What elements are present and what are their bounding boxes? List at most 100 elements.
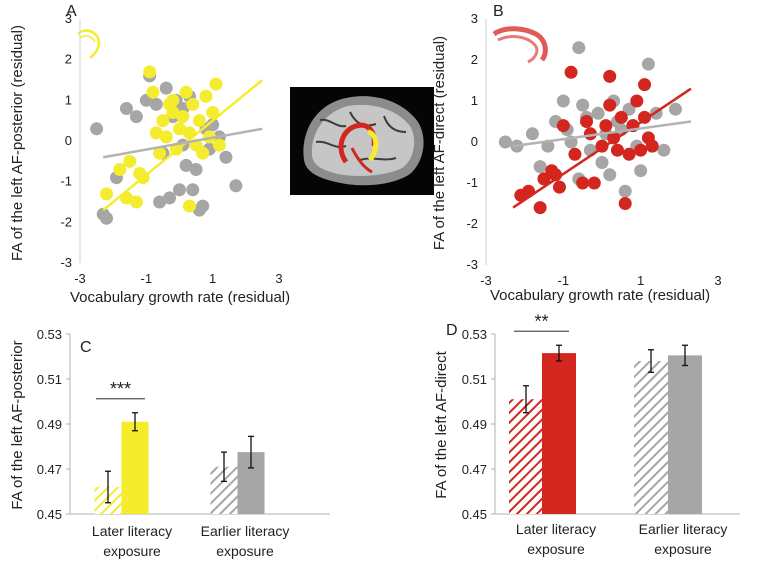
later-data-point (568, 147, 582, 161)
later-data-point (552, 180, 566, 194)
y-tick-label: 0.51 (37, 372, 62, 387)
category-label: Later literacy (92, 523, 172, 539)
earlier-data-point (556, 94, 570, 108)
significance-stars: *** (110, 379, 131, 399)
af-posterior-tract-icon (77, 29, 101, 59)
later-data-point (603, 98, 617, 112)
later-data-point (614, 110, 628, 124)
later-data-point (100, 187, 114, 201)
y-tick-label: -3 (466, 257, 478, 272)
earlier-data-point (498, 135, 512, 149)
earlier-data-point (219, 150, 233, 164)
earlier-data-point (153, 195, 167, 209)
earlier-data-point (90, 122, 104, 136)
later-data-point (622, 147, 636, 161)
later-data-point (587, 176, 601, 190)
later-data-point (634, 143, 648, 157)
earlier-data-point (591, 106, 605, 120)
later-data-point (580, 115, 594, 128)
later-data-point (149, 126, 163, 140)
y-tick-label: -2 (466, 216, 478, 231)
later-data-point (202, 130, 216, 144)
panel-a-scatter: A -3 -2 -1 0 1 2 3 -3 -1 1 3 Vocabulary growth rat… (9, 3, 290, 306)
later-data-point (182, 199, 196, 213)
brain-mri-sagittal-icon (303, 96, 424, 186)
earlier-data-point (119, 101, 133, 115)
x-tick-label: 3 (275, 271, 282, 286)
earlier-data-point (634, 164, 648, 178)
panel-b-scatter: B -3 -2 -1 0 1 2 3 -3 -1 1 3 Vocabulary growth rat… (431, 3, 722, 304)
earlier-data-point (595, 156, 609, 169)
later-data-point (146, 85, 160, 99)
earlier-data-point (641, 57, 655, 71)
y-tick-label: -2 (60, 214, 72, 229)
panel-label: D (446, 322, 458, 339)
panel-label: A (66, 3, 77, 20)
panel-label: C (80, 339, 92, 356)
later-data-point (123, 154, 137, 168)
x-tick-label: -1 (558, 273, 570, 288)
y-tick-label: 2 (65, 52, 72, 67)
earlier-data-point (186, 183, 200, 197)
y-tick-label: 3 (471, 11, 478, 26)
later-data-point (206, 106, 220, 120)
category-label: Later literacy (516, 521, 596, 537)
earlier-data-point (189, 162, 203, 176)
later-data-point (113, 162, 127, 176)
y-axis-title: FA of the left AF-posterior (residual) (9, 25, 26, 261)
earlier-data-point (149, 97, 163, 111)
solid-bar (542, 353, 576, 514)
y-tick-label: -1 (466, 175, 478, 190)
y-axis-title: FA of the left AF-direct (433, 350, 450, 498)
y-axis-title: FA of the left AF-posterior (9, 340, 26, 509)
panel-c-bar: C 0.45 0.47 0.49 0.51 0.53 *** Later literacy e… (9, 327, 330, 559)
later-data-point (179, 85, 193, 99)
y-tick-label: 0.45 (37, 507, 62, 522)
x-tick-label: -3 (74, 271, 86, 286)
earlier-data-point (159, 81, 173, 95)
category-label: Earlier literacy (639, 521, 728, 537)
x-axis-title: Vocabulary growth rate (residual) (490, 287, 710, 304)
y-tick-label: 0.53 (37, 327, 62, 342)
category-label: exposure (654, 541, 712, 557)
brain-mri-image (290, 87, 434, 195)
later-fit-line (102, 79, 264, 212)
solid-bar (668, 355, 702, 514)
y-tick-label: 0.47 (37, 462, 62, 477)
earlier-data-point (533, 160, 547, 174)
earlier-data-point (100, 211, 114, 225)
later-data-point (522, 184, 536, 198)
later-data-point (212, 138, 226, 152)
x-tick-label: 1 (209, 271, 216, 286)
y-tick-label: 0.47 (462, 462, 487, 477)
later-data-point (143, 65, 157, 79)
earlier-data-point (206, 118, 220, 132)
earlier-data-point (657, 143, 671, 157)
earlier-data-point (668, 102, 682, 116)
later-data-point (173, 122, 186, 136)
earlier-data-point (622, 102, 636, 116)
later-fit-line (512, 87, 692, 209)
later-data-point (159, 130, 173, 144)
y-tick-label: -1 (60, 174, 72, 189)
later-data-point (599, 119, 613, 133)
x-tick-label: -1 (141, 271, 153, 286)
hatched-bar (634, 361, 668, 514)
later-data-point (564, 65, 578, 79)
later-data-point (556, 119, 570, 133)
later-data-point (618, 197, 632, 210)
earlier-data-point (618, 184, 632, 198)
y-tick-label: 3 (65, 11, 72, 26)
later-data-point (196, 146, 210, 160)
later-data-point (603, 69, 617, 83)
later-data-point (209, 77, 223, 91)
earlier-data-point (572, 41, 586, 55)
earlier-fit-line (512, 120, 692, 148)
panel-d-bar: D 0.45 0.47 0.49 0.51 0.53 ** Later literacy ex… (433, 311, 740, 557)
solid-bar (121, 421, 149, 514)
af-direct-tract-icon (492, 26, 548, 64)
x-tick-label: -3 (480, 273, 492, 288)
hatched-bar (509, 399, 543, 514)
later-data-point (166, 106, 180, 120)
